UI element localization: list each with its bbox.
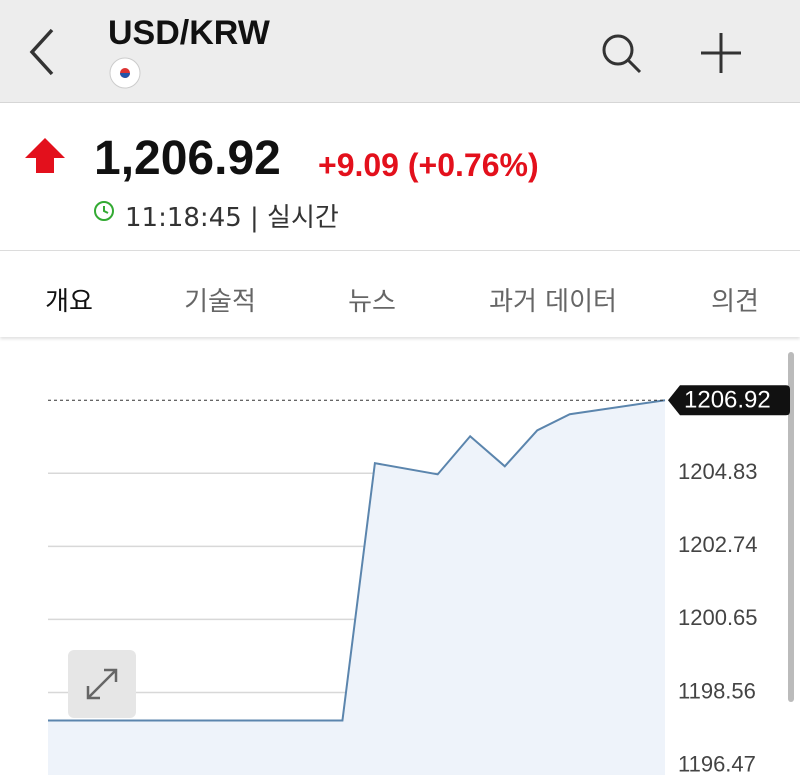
title: USD/KRW	[108, 14, 270, 52]
quote-icons	[25, 138, 65, 173]
y-tick-label: 1200.65	[678, 605, 758, 630]
scrollbar	[788, 352, 794, 702]
expand-button[interactable]	[68, 650, 136, 718]
expand-icon	[86, 668, 118, 700]
chart: 1196.471198.561200.651202.741204.8307:00…	[48, 352, 794, 775]
y-tick-label: 1202.74	[678, 532, 758, 557]
up-arrow	[25, 138, 65, 173]
area	[48, 400, 665, 775]
clock-icon	[94, 201, 114, 221]
tab[interactable]: 과거 데이터	[489, 287, 617, 317]
quote: 1,206.92 +9.09 (+0.76%) 11:18:45 | 실시간	[0, 103, 800, 251]
tab[interactable]: 기술적	[184, 287, 256, 317]
last-price-label: 1206.92	[684, 387, 771, 414]
y-tick-label: 1196.47	[678, 751, 756, 775]
y-tick-label: 1198.56	[678, 678, 756, 703]
back-button[interactable]	[29, 28, 54, 76]
tab[interactable]: 의견	[711, 287, 759, 317]
price: 1,206.92	[94, 132, 281, 185]
tab-bar: 개요 기술적 뉴스 과거 데이터 의견	[0, 251, 800, 337]
price-line	[48, 399, 666, 722]
search-button[interactable]	[602, 34, 642, 74]
time: 11:18:45 | 실시간	[125, 203, 339, 233]
header-icons	[29, 28, 741, 89]
tab[interactable]: 개요	[45, 287, 93, 317]
y-tick-label: 1204.83	[678, 459, 758, 484]
tab[interactable]: 뉴스	[348, 287, 396, 317]
flag-icon	[109, 57, 141, 89]
header: USD/KRW	[0, 0, 800, 103]
change: +9.09 (+0.76%)	[318, 147, 539, 183]
last-price-box	[668, 385, 790, 416]
add-button[interactable]	[701, 33, 741, 73]
